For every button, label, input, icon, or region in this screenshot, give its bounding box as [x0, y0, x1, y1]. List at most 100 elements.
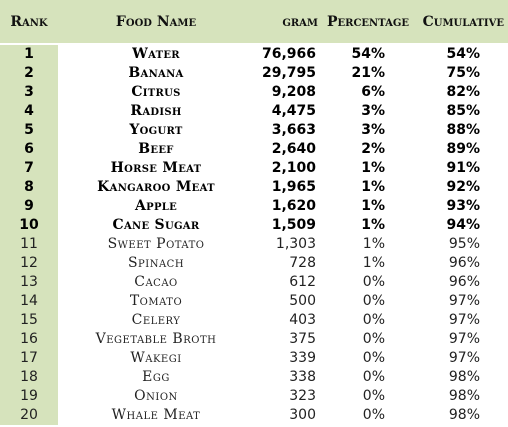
rank-cell[interactable]: 12 — [0, 254, 58, 273]
table-row[interactable]: 7 Horse Meat 2,100 1% 91% — [0, 159, 508, 178]
table-row[interactable]: 20 Whale Meat 300 0% 98% — [0, 406, 508, 425]
rank-cell[interactable]: 2 — [0, 64, 58, 83]
rank-cell[interactable]: 16 — [0, 330, 58, 349]
percentage-cell[interactable]: 1% — [361, 160, 385, 176]
percentage-cell[interactable]: 3% — [361, 122, 385, 138]
cumulative-cell[interactable]: 91% — [446, 160, 480, 176]
table-row[interactable]: 3 Citrus 9,208 6% 82% — [0, 83, 508, 102]
gram-cell[interactable]: 728 — [289, 255, 316, 271]
table-row[interactable]: 2 Banana 29,795 21% 75% — [0, 64, 508, 83]
table-row[interactable]: 17 Wakegi 339 0% 97% — [0, 349, 508, 368]
cumulative-cell[interactable]: 85% — [446, 103, 480, 119]
percentage-cell[interactable]: 2% — [361, 141, 385, 157]
gram-cell[interactable]: 1,620 — [271, 198, 316, 214]
header-cumulative[interactable]: Cumulative — [415, 0, 508, 45]
table-row[interactable]: 6 Beef 2,640 2% 89% — [0, 140, 508, 159]
percentage-cell[interactable]: 54% — [351, 46, 385, 62]
food-name-cell[interactable]: Citrus — [131, 84, 181, 100]
header-food-name[interactable]: Food Name — [58, 0, 254, 45]
gram-cell[interactable]: 300 — [289, 407, 316, 423]
table-row[interactable]: 15 Celery 403 0% 97% — [0, 311, 508, 330]
percentage-cell[interactable]: 1% — [362, 255, 385, 271]
rank-cell[interactable]: 10 — [0, 216, 58, 235]
table-row[interactable]: 4 Radish 4,475 3% 85% — [0, 102, 508, 121]
percentage-cell[interactable]: 0% — [362, 293, 385, 309]
table-row[interactable]: 5 Yogurt 3,663 3% 88% — [0, 121, 508, 140]
percentage-cell[interactable]: 0% — [362, 369, 385, 385]
gram-cell[interactable]: 339 — [289, 350, 316, 366]
food-name-cell[interactable]: Onion — [134, 388, 178, 404]
gram-cell[interactable]: 4,475 — [271, 103, 316, 119]
gram-cell[interactable]: 2,100 — [271, 160, 316, 176]
percentage-cell[interactable]: 0% — [362, 407, 385, 423]
percentage-cell[interactable]: 6% — [361, 84, 385, 100]
percentage-cell[interactable]: 0% — [362, 274, 385, 290]
food-name-cell[interactable]: Kangaroo Meat — [97, 179, 215, 195]
table-row[interactable]: 9 Apple 1,620 1% 93% — [0, 197, 508, 216]
food-name-cell[interactable]: Cacao — [134, 274, 178, 290]
gram-cell[interactable]: 9,208 — [271, 84, 316, 100]
food-name-cell[interactable]: Water — [132, 46, 180, 62]
rank-cell[interactable]: 11 — [0, 235, 58, 254]
table-row[interactable]: 1 Water 76,966 54% 54% — [0, 44, 508, 64]
cumulative-cell[interactable]: 92% — [446, 179, 480, 195]
gram-cell[interactable]: 1,509 — [271, 217, 316, 233]
rank-cell[interactable]: 15 — [0, 311, 58, 330]
rank-cell[interactable]: 9 — [0, 197, 58, 216]
header-gram[interactable]: gram — [254, 0, 322, 45]
table-row[interactable]: 13 Cacao 612 0% 96% — [0, 273, 508, 292]
rank-cell[interactable]: 20 — [0, 406, 58, 425]
rank-cell[interactable]: 8 — [0, 178, 58, 197]
rank-cell[interactable]: 13 — [0, 273, 58, 292]
gram-cell[interactable]: 612 — [289, 274, 316, 290]
cumulative-cell[interactable]: 89% — [446, 141, 480, 157]
rank-cell[interactable]: 4 — [0, 102, 58, 121]
table-row[interactable]: 11 Sweet Potato 1,303 1% 95% — [0, 235, 508, 254]
table-row[interactable]: 8 Kangaroo Meat 1,965 1% 92% — [0, 178, 508, 197]
header-percentage[interactable]: Percentage — [322, 0, 415, 45]
percentage-cell[interactable]: 1% — [362, 236, 385, 252]
cumulative-cell[interactable]: 97% — [448, 293, 480, 309]
percentage-cell[interactable]: 0% — [362, 331, 385, 347]
cumulative-cell[interactable]: 82% — [446, 84, 480, 100]
food-name-cell[interactable]: Banana — [128, 65, 184, 81]
cumulative-cell[interactable]: 94% — [446, 217, 480, 233]
gram-cell[interactable]: 403 — [289, 312, 316, 328]
food-name-cell[interactable]: Horse Meat — [110, 160, 202, 176]
cumulative-cell[interactable]: 98% — [448, 407, 480, 423]
cumulative-cell[interactable]: 98% — [448, 369, 480, 385]
percentage-cell[interactable]: 0% — [362, 350, 385, 366]
gram-cell[interactable]: 1,965 — [271, 179, 316, 195]
rank-cell[interactable]: 19 — [0, 387, 58, 406]
percentage-cell[interactable]: 0% — [362, 312, 385, 328]
rank-cell[interactable]: 5 — [0, 121, 58, 140]
gram-cell[interactable]: 375 — [289, 331, 316, 347]
rank-cell[interactable]: 14 — [0, 292, 58, 311]
food-name-cell[interactable]: Sweet Potato — [107, 236, 205, 252]
cumulative-cell[interactable]: 75% — [446, 65, 480, 81]
percentage-cell[interactable]: 1% — [361, 179, 385, 195]
table-row[interactable]: 19 Onion 323 0% 98% — [0, 387, 508, 406]
cumulative-cell[interactable]: 96% — [448, 255, 480, 271]
cumulative-cell[interactable]: 93% — [446, 198, 480, 214]
table-row[interactable]: 14 Tomato 500 0% 97% — [0, 292, 508, 311]
food-name-cell[interactable]: Wakegi — [130, 350, 182, 366]
food-name-cell[interactable]: Vegetable Broth — [95, 331, 217, 347]
table-row[interactable]: 12 Spinach 728 1% 96% — [0, 254, 508, 273]
cumulative-cell[interactable]: 97% — [448, 331, 480, 347]
food-name-cell[interactable]: Radish — [130, 103, 182, 119]
rank-cell[interactable]: 6 — [0, 140, 58, 159]
gram-cell[interactable]: 2,640 — [271, 141, 316, 157]
rank-cell[interactable]: 17 — [0, 349, 58, 368]
food-name-cell[interactable]: Celery — [131, 312, 181, 328]
gram-cell[interactable]: 76,966 — [261, 46, 316, 62]
cumulative-cell[interactable]: 98% — [448, 388, 480, 404]
food-name-cell[interactable]: Spinach — [127, 255, 185, 271]
cumulative-cell[interactable]: 95% — [448, 236, 480, 252]
gram-cell[interactable]: 323 — [289, 388, 316, 404]
gram-cell[interactable]: 500 — [289, 293, 316, 309]
food-name-cell[interactable]: Apple — [134, 198, 178, 214]
gram-cell[interactable]: 338 — [289, 369, 316, 385]
percentage-cell[interactable]: 1% — [361, 217, 385, 233]
food-name-cell[interactable]: Cane Sugar — [112, 217, 200, 233]
